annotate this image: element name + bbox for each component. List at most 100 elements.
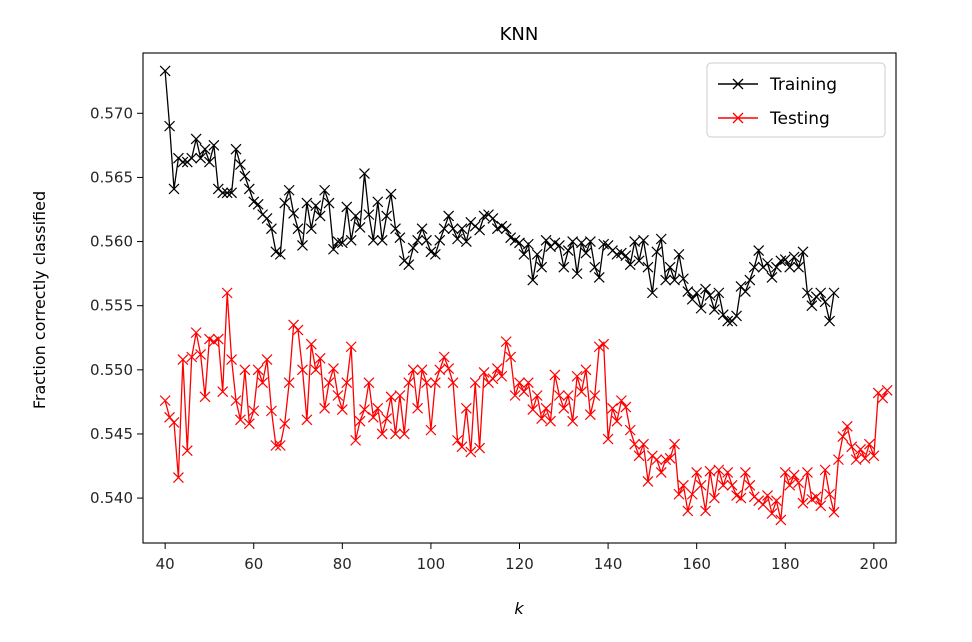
point-testing-30 [292,324,304,336]
point-testing-102 [611,415,623,427]
point-training-112 [655,233,667,245]
point-testing-138 [770,495,782,507]
point-testing-106 [629,438,641,450]
point-training-106 [629,236,641,247]
point-training-62 [434,234,446,246]
point-training-105 [624,259,636,271]
point-testing-104 [620,401,632,413]
point-testing-65 [447,377,459,389]
point-testing-125 [713,464,725,476]
point-training-51 [385,188,397,200]
point-testing-56 [407,364,419,376]
point-testing-115 [669,438,680,450]
y-tick-label-6: 0.570 [90,104,133,122]
point-training-91 [562,245,574,256]
point-training-118 [682,286,694,298]
point-training-7 [190,133,202,145]
point-testing-112 [655,467,667,478]
point-testing-60 [425,424,437,436]
point-training-36 [319,184,331,196]
point-testing-42 [345,341,357,353]
point-training-92 [567,236,579,247]
point-training-129 [731,310,742,322]
point-testing-39 [332,390,344,401]
point-testing-131 [739,467,751,478]
point-training-8 [195,152,207,164]
series-line-testing [164,292,888,521]
point-testing-3 [173,472,184,484]
point-training-74 [487,213,499,224]
point-testing-159 [863,438,875,450]
point-testing-34 [310,364,322,376]
point-training-2 [168,183,180,195]
point-testing-91 [562,390,574,401]
point-testing-163 [881,384,893,396]
point-training-131 [739,286,751,298]
point-testing-152 [832,454,844,466]
point-training-113 [660,274,672,286]
point-testing-72 [478,366,490,378]
point-testing-28 [283,377,295,389]
x-tick-label-6: 160 [682,555,711,573]
point-training-9 [199,143,211,155]
point-training-114 [664,261,676,273]
point-testing-67 [456,441,468,453]
point-training-21 [252,198,264,210]
point-testing-87 [545,415,556,427]
y-tick-label-5: 0.565 [90,168,133,186]
point-training-149 [819,296,831,308]
point-testing-83 [527,404,539,416]
point-testing-96 [584,409,596,421]
point-testing-46 [363,377,375,389]
point-training-24 [266,223,277,235]
point-testing-137 [766,508,778,519]
point-training-29 [288,207,300,219]
legend-marker-testing [732,112,744,124]
point-training-140 [779,254,791,265]
point-training-126 [717,309,729,321]
point-training-145 [801,287,813,299]
point-testing-36 [319,402,331,414]
point-testing-12 [212,333,224,345]
point-testing-43 [350,434,362,446]
point-training-33 [305,223,317,235]
point-testing-51 [385,391,397,403]
point-testing-143 [793,477,804,489]
point-testing-162 [877,392,889,404]
point-training-65 [447,223,459,235]
point-testing-88 [549,369,561,381]
point-testing-149 [819,464,831,476]
point-training-83 [527,274,539,286]
point-testing-100 [602,433,614,445]
point-testing-95 [580,364,592,376]
point-testing-94 [576,386,587,398]
point-training-124 [708,304,720,315]
point-testing-40 [336,404,348,416]
point-training-89 [553,239,565,251]
point-testing-147 [810,491,822,503]
point-testing-117 [677,479,689,491]
point-testing-69 [465,446,477,458]
point-testing-109 [642,476,654,487]
point-training-52 [390,223,401,235]
point-testing-2 [168,416,180,428]
point-testing-17 [235,414,246,426]
point-testing-59 [421,377,432,389]
point-training-40 [336,237,348,249]
point-testing-75 [491,363,503,374]
point-testing-105 [624,424,636,436]
chart-title: KNN [500,24,539,45]
point-testing-76 [496,370,508,382]
point-testing-108 [638,438,649,450]
point-training-127 [722,315,734,327]
x-tick-label-0: 40 [156,555,175,573]
point-testing-157 [855,443,866,455]
point-testing-4 [177,354,189,365]
point-testing-97 [589,390,601,401]
point-testing-90 [558,402,570,414]
point-training-122 [700,283,711,295]
point-training-34 [310,200,322,212]
point-training-94 [576,237,587,249]
point-training-138 [770,261,782,273]
